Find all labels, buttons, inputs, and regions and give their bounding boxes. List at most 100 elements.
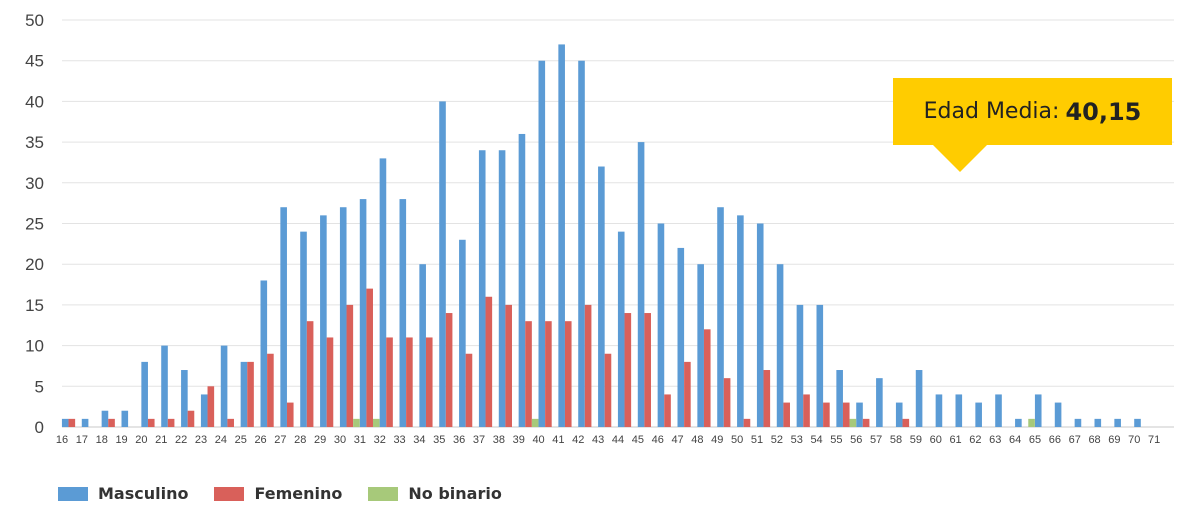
bar-femenino — [108, 418, 115, 427]
x-tick-label: 16 — [56, 434, 68, 446]
x-tick-label: 23 — [195, 434, 207, 446]
bar-masculino — [1054, 402, 1062, 427]
bar-femenino — [862, 418, 870, 427]
x-tick-label: 34 — [413, 434, 425, 446]
bar-masculino — [141, 361, 148, 427]
bar-masculino — [737, 215, 744, 427]
bar-masculino — [816, 304, 824, 427]
bar-masculino — [1114, 418, 1121, 427]
bar-femenino — [326, 337, 334, 427]
x-tick-label: 64 — [1009, 434, 1021, 446]
bar-femenino — [267, 353, 274, 427]
x-tick-label: 71 — [1148, 434, 1160, 446]
x-tick-label: 29 — [314, 434, 326, 446]
bar-masculino — [995, 394, 1002, 427]
bar-masculino — [796, 304, 804, 427]
bar-masculino — [101, 410, 109, 427]
x-tick-label: 21 — [155, 434, 167, 446]
bar-femenino — [247, 361, 254, 427]
x-tick-label: 51 — [751, 434, 763, 446]
bar-femenino — [723, 378, 731, 427]
x-tick-label: 69 — [1108, 434, 1120, 446]
x-tick-label: 25 — [235, 434, 247, 446]
x-tick-label: 59 — [910, 434, 922, 446]
bar-masculino — [558, 44, 565, 428]
bar-masculino — [756, 223, 764, 427]
bar-femenino — [505, 304, 512, 427]
x-tick-label: 53 — [791, 434, 803, 446]
x-tick-label: 27 — [274, 434, 286, 446]
bar-masculino — [1074, 418, 1082, 427]
bar-femenino — [286, 402, 294, 427]
x-tick-label: 36 — [453, 434, 465, 446]
x-tick-label: 54 — [810, 434, 822, 446]
bar-masculino — [220, 345, 228, 427]
bar-chart: 0 5 10 15 20 25 30 35 40 45 50 16 17 18 19 20 21 22 23 24 25… — [25, 11, 1174, 446]
legend-item-masculino: Masculino — [58, 484, 188, 503]
bar-masculino — [181, 370, 188, 427]
bar-masculino — [717, 207, 724, 427]
x-tick-label: 32 — [374, 434, 386, 446]
bar-femenino — [743, 418, 751, 427]
legend-label-no-binario: No binario — [408, 484, 502, 503]
bar-femenino — [406, 337, 413, 427]
legend-swatch-no-binario — [368, 486, 399, 501]
bar-masculino — [697, 264, 704, 427]
bar-femenino — [823, 402, 830, 427]
bar-masculino — [1134, 418, 1141, 427]
bar-masculino — [339, 207, 347, 427]
x-tick-label: 45 — [632, 434, 644, 446]
x-tick-label: 19 — [115, 434, 127, 446]
bar-masculino — [419, 264, 426, 427]
bar-masculino — [260, 280, 268, 427]
x-tick-label: 68 — [1088, 434, 1100, 446]
x-tick-label: 50 — [731, 434, 743, 446]
bar-masculino — [1094, 418, 1102, 427]
y-tick-label: 25 — [25, 215, 44, 234]
bar-femenino — [584, 304, 592, 427]
bar-masculino — [776, 264, 784, 427]
bar-masculino — [578, 60, 585, 427]
bar-femenino — [68, 418, 76, 427]
bar-masculino — [518, 133, 526, 427]
y-tick-label: 50 — [25, 11, 44, 30]
legend-swatch-femenino — [214, 486, 245, 501]
bar-masculino — [359, 199, 367, 427]
bar-femenino — [465, 353, 473, 427]
bar-masculino — [538, 60, 546, 427]
x-tick-label: 17 — [76, 434, 88, 446]
bar-masculino — [478, 150, 486, 428]
x-tick-label: 18 — [96, 434, 108, 446]
x-tick-label: 39 — [513, 434, 525, 446]
bar-no-binario — [531, 418, 539, 427]
bar-masculino — [637, 142, 645, 427]
x-tick-label: 65 — [1029, 434, 1041, 446]
bar-femenino — [147, 418, 155, 427]
bar-masculino — [935, 394, 943, 427]
bar-no-binario — [1028, 418, 1035, 427]
bar-masculino — [915, 370, 923, 427]
bar-masculino — [677, 247, 685, 427]
bar-femenino — [624, 313, 632, 427]
y-tick-label: 30 — [25, 174, 44, 193]
average-age-callout: Edad Media: 40,15 — [893, 78, 1172, 145]
bar-masculino — [399, 199, 407, 427]
x-tick-label: 31 — [354, 434, 366, 446]
bar-masculino — [81, 418, 89, 427]
x-tick-label: 55 — [830, 434, 842, 446]
bar-femenino — [187, 410, 195, 427]
bar-masculino — [955, 394, 963, 427]
x-tick-label: 67 — [1069, 434, 1081, 446]
bar-femenino — [545, 321, 552, 427]
bar-femenino — [306, 321, 314, 427]
y-tick-label: 15 — [25, 296, 44, 315]
x-tick-label: 49 — [711, 434, 723, 446]
bar-femenino — [604, 353, 612, 427]
x-tick-label: 43 — [592, 434, 604, 446]
bar-masculino — [1015, 418, 1022, 427]
bar-femenino — [684, 361, 691, 427]
bar-masculino — [657, 223, 665, 427]
x-tick-label: 40 — [532, 434, 544, 446]
bar-femenino — [703, 329, 711, 427]
bar-femenino — [842, 402, 850, 427]
